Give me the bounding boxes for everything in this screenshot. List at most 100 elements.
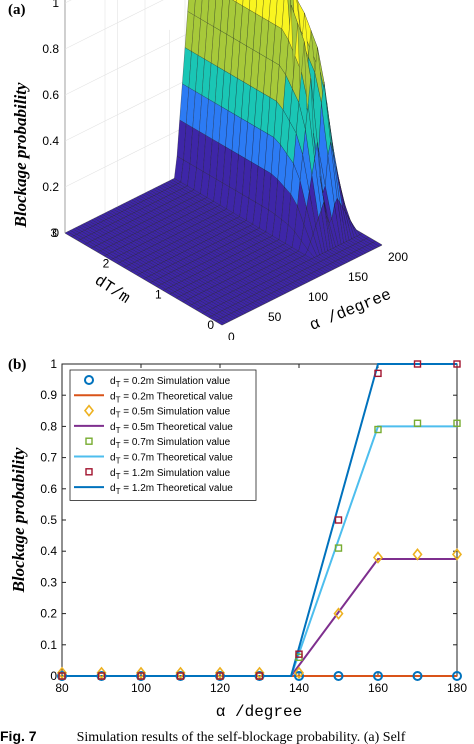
data-point	[57, 671, 67, 681]
legend-entry: dT = 0.2m Theoretical value	[110, 391, 233, 404]
y-tick-label: 0.5	[40, 513, 57, 527]
legend-entry: dT = 0.2m Simulation value	[110, 376, 231, 389]
data-point	[373, 671, 383, 681]
y-tick-label: 0.7	[40, 451, 57, 465]
data-point	[56, 666, 68, 680]
data-point	[372, 551, 384, 564]
ticks-a: 0 0.2 0.4 0.6 0.8 1 0 50 100 150 200 0 1 2 3	[42, 0, 408, 340]
panel-b-label: (b)	[8, 357, 27, 373]
y-tick-label: 0.8	[40, 419, 57, 433]
legend-entry: dT = 0.7m Theoretical value	[110, 453, 233, 466]
ticks-b: 80 100 120 140 160 180 0 0.1 0.2 0.3 0.4 0.5 0.6 0.7 0…	[40, 357, 467, 695]
data-point	[96, 671, 107, 681]
data-point	[452, 671, 462, 681]
x-tick-label: 150	[348, 270, 368, 284]
data-point	[214, 666, 226, 680]
surface-cell	[235, 0, 244, 7]
data-point	[412, 548, 423, 561]
data-point	[175, 671, 186, 681]
surface-mesh-a	[64, 0, 383, 326]
z-tick-label: 0.6	[42, 88, 59, 102]
data-point	[215, 671, 225, 681]
x-axis-label-b: α /degree	[216, 703, 302, 721]
y-tick-label: 1	[50, 357, 57, 371]
y-tick-label: 0	[207, 318, 214, 332]
data-point	[255, 672, 264, 680]
x-tick-label: 160	[368, 681, 388, 695]
data-point	[374, 369, 382, 378]
y-tick-label: 3	[50, 226, 57, 240]
y-tick-label: 0.3	[40, 575, 57, 589]
y-axis-label-b: Blockage probability	[9, 447, 28, 593]
y-tick-label: 0.6	[40, 482, 57, 496]
x-tick-label: 50	[268, 310, 282, 324]
data-point	[97, 672, 106, 680]
data-point	[294, 671, 304, 681]
line-chart-b: 80 100 120 140 160 180 0 0.1 0.2 0.3 0.4 0.5 0.6 0.7 0…	[9, 357, 467, 721]
data-point	[135, 666, 147, 680]
y-tick-label: 0	[50, 669, 57, 683]
surface-cell	[249, 0, 257, 14]
data-point	[96, 666, 107, 680]
surface-cell	[194, 0, 203, 20]
data-point	[176, 672, 185, 680]
data-point	[58, 672, 66, 680]
surface-cell	[232, 0, 237, 3]
legend-box	[69, 369, 257, 501]
surface-cell	[372, 241, 383, 247]
y-tick-label: 0.2	[40, 607, 57, 621]
x-tick-label: 120	[210, 681, 230, 695]
surface-cell	[187, 0, 196, 16]
z-tick-label: 0	[52, 226, 59, 240]
legend-entry: dT = 0.5m Simulation value	[110, 407, 231, 420]
legend-swatch	[84, 375, 94, 385]
surface-cell	[200, 0, 210, 24]
data-point	[175, 666, 186, 680]
x-tick-label: 140	[289, 681, 309, 695]
y-axis-label-a: dT/m	[91, 272, 133, 308]
data-point	[334, 544, 343, 552]
y-tick-label: 0.1	[40, 638, 57, 652]
data-point	[453, 419, 461, 427]
data-point	[216, 672, 224, 680]
x-tick-label: 80	[55, 681, 69, 695]
y-tick-label: 2	[103, 257, 110, 271]
y-tick-label: 0.9	[40, 388, 57, 402]
legend-swatch	[85, 437, 93, 445]
y-tick-label: 1	[155, 287, 162, 301]
legend-entry: dT = 1.2m Theoretical value	[110, 483, 233, 496]
x-tick-label: 200	[388, 250, 408, 264]
z-tick-label: 0.8	[42, 42, 59, 56]
legend-entry: dT = 0.7m Simulation value	[110, 437, 231, 450]
legend-entry: dT = 0.5m Theoretical value	[110, 422, 233, 435]
z-tick-label: 0.2	[42, 180, 59, 194]
caption-text: Simulation results of the self-blockage …	[76, 730, 406, 744]
data-point	[453, 360, 461, 368]
data-point	[451, 548, 463, 561]
data-point	[254, 666, 265, 680]
data-point	[412, 671, 423, 681]
z-tick-label: 1	[52, 0, 59, 10]
series-b	[56, 360, 463, 681]
data-point	[413, 419, 422, 427]
data-point	[374, 425, 382, 434]
data-point	[333, 607, 344, 620]
data-point	[333, 671, 344, 681]
data-point	[334, 516, 343, 524]
z-axis-label-a: Blockage probability	[11, 82, 30, 228]
caption-label: Fig. 7	[0, 728, 37, 744]
x-tick-label: 0	[228, 330, 235, 340]
legend-swatch	[83, 404, 95, 417]
data-point	[136, 671, 146, 681]
data-point	[137, 672, 145, 680]
x-tick-label: 180	[447, 681, 467, 695]
surface-cell	[262, 0, 271, 22]
z-tick-label: 0.4	[42, 134, 59, 148]
x-tick-label: 100	[308, 290, 328, 304]
y-tick-label: 0.4	[40, 544, 57, 558]
x-tick-label: 100	[131, 681, 151, 695]
surface-cell	[255, 0, 264, 18]
surface-cell	[242, 0, 251, 10]
panel-a-label: (a)	[8, 2, 26, 18]
legend-swatch	[85, 468, 93, 476]
